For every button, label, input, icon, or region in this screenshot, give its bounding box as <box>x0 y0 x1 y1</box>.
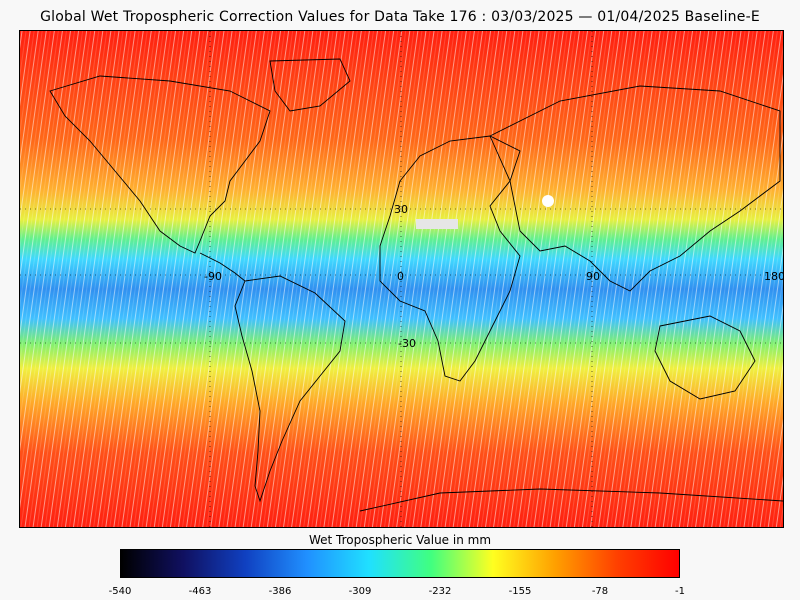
map-canvas: 30 -30 -90 0 90 180 <box>20 31 783 527</box>
colorbar <box>120 549 680 578</box>
no-data-marker <box>416 219 458 229</box>
graticule <box>20 31 783 527</box>
longitude-label-90: 90 <box>586 270 600 283</box>
colorbar-tick: -463 <box>188 586 212 597</box>
colorbar-tick: -1 <box>675 586 685 597</box>
colorbar-tick: -309 <box>348 586 372 597</box>
longitude-label-0: 0 <box>397 270 404 283</box>
coastlines <box>49 58 783 512</box>
colorbar-tick: -386 <box>268 586 292 597</box>
greenland-outline <box>269 58 351 112</box>
europe-africa-outline <box>379 135 521 382</box>
world-map: 30 -30 -90 0 90 180 <box>19 30 784 528</box>
no-data-point <box>542 195 554 207</box>
page-title: Global Wet Tropospheric Correction Value… <box>40 9 760 25</box>
satellite-ground-tracks <box>20 31 783 527</box>
latitude-label-minus-30: -30 <box>398 337 416 350</box>
colorbar-tick: -232 <box>428 586 452 597</box>
central-america-outline <box>199 252 246 282</box>
colorbar-title: Wet Tropospheric Value in mm <box>308 533 492 547</box>
antarctica-outline <box>359 488 783 512</box>
australia-outline <box>654 315 756 400</box>
latitude-label-30: 30 <box>394 203 408 216</box>
south-america-outline <box>234 275 346 503</box>
colorbar-tick: -540 <box>108 586 132 597</box>
longitude-label-180: 180 <box>764 270 783 283</box>
colorbar-tick: -78 <box>591 586 609 597</box>
asia-outline <box>489 85 781 292</box>
longitude-label-minus-90: -90 <box>204 270 222 283</box>
colorbar-tick: -155 <box>508 586 532 597</box>
